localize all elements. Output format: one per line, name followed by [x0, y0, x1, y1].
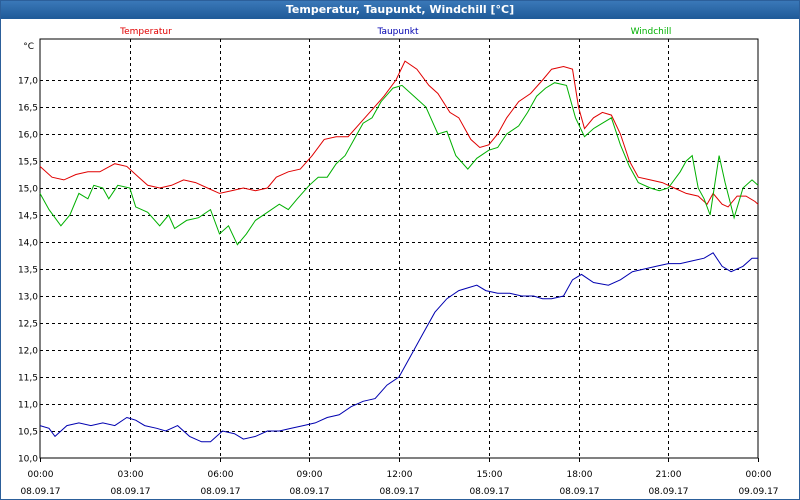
x-tick-date: 08.09.17: [110, 487, 150, 497]
y-tick-label: 16,0: [18, 131, 38, 141]
x-tick-date: 08.09.17: [379, 487, 419, 497]
legend-windchill: Windchill: [631, 27, 672, 37]
y-tick-label: 10,5: [18, 428, 38, 438]
grid-lines: [40, 39, 758, 458]
series-line-windchill: [39, 82, 759, 246]
x-tick-time: 12:00: [387, 470, 413, 480]
y-tick-label: 17,0: [18, 77, 38, 87]
y-tick-label: 13,0: [18, 293, 38, 303]
y-tick-label: 14,0: [18, 239, 38, 249]
series-line-taupunkt: [39, 252, 758, 443]
x-tick-time: 18:00: [567, 470, 593, 480]
x-tick-date: 09.09.17: [738, 487, 778, 497]
x-tick-time: 06:00: [208, 470, 234, 480]
x-tick-time: 00:00: [746, 470, 772, 480]
y-tick-label: 12,5: [18, 320, 38, 330]
axes: [39, 38, 759, 462]
chart-title: Temperatur, Taupunkt, Windchill [°C]: [1, 1, 799, 19]
series-line-temperatur: [39, 60, 759, 208]
x-tick-date: 08.09.17: [648, 487, 688, 497]
y-tick-label: 15,5: [18, 158, 38, 168]
series-lines: [39, 60, 759, 443]
x-tick-date: 08.09.17: [289, 487, 329, 497]
y-axis-unit: °C: [23, 42, 34, 52]
x-tick-date: 08.09.17: [20, 487, 60, 497]
x-tick-time: 03:00: [118, 470, 144, 480]
y-tick-label: 15,0: [18, 185, 38, 195]
x-tick-date: 08.09.17: [559, 487, 599, 497]
x-tick-time: 09:00: [297, 470, 323, 480]
y-tick-label: 14,5: [18, 212, 38, 222]
x-tick-date: 08.09.17: [200, 487, 240, 497]
legend: Temperatur Taupunkt Windchill: [119, 27, 671, 37]
x-tick-date: 08.09.17: [469, 487, 509, 497]
legend-temperatur: Temperatur: [119, 27, 172, 37]
y-tick-label: 16,5: [18, 104, 38, 114]
legend-taupunkt: Taupunkt: [376, 27, 419, 37]
axis-labels: 17,0 16,5 16,0 15,5 15,0 14,5 14,0 13,5 13,0 12,5…: [18, 42, 779, 497]
y-tick-label: 11,0: [18, 401, 38, 411]
x-tick-time: 15:00: [477, 470, 503, 480]
y-tick-label: 10,0: [18, 455, 38, 465]
y-tick-label: 12,0: [18, 347, 38, 357]
x-tick-time: 21:00: [656, 470, 682, 480]
y-tick-label: 13,5: [18, 266, 38, 276]
x-tick-time: 00:00: [28, 470, 54, 480]
y-tick-label: 11,5: [18, 374, 38, 384]
